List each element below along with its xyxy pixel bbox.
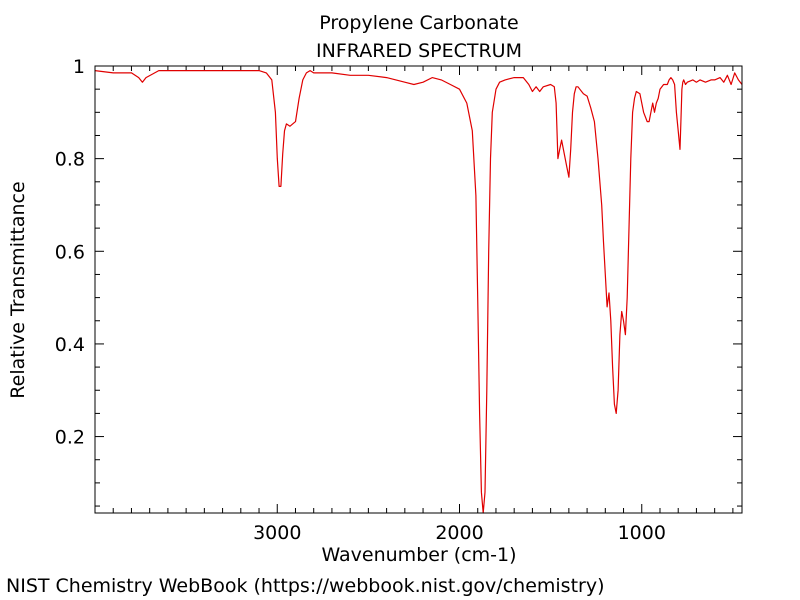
source-credit: NIST Chemistry WebBook (https://webbook.… xyxy=(6,575,605,597)
plot-frame xyxy=(94,65,743,514)
x-tick-label: 2000 xyxy=(435,522,483,544)
chart-title: Propylene Carbonate xyxy=(319,12,518,34)
y-tick-label: 0.6 xyxy=(55,241,85,263)
chart-subtitle: INFRARED SPECTRUM xyxy=(316,40,522,62)
y-axis-label: Relative Transmittance xyxy=(7,181,29,398)
x-tick-label: 3000 xyxy=(253,522,301,544)
y-tick-label: 0.8 xyxy=(55,149,85,171)
axis-tick-labels: 3000 2000 1000 0.2 0.4 0.6 0.8 1 xyxy=(55,56,666,544)
y-tick-label: 0.2 xyxy=(55,427,85,449)
ir-spectrum-chart: Propylene Carbonate INFRARED SPECTRUM 30… xyxy=(7,12,743,566)
y-tick-label: 1 xyxy=(73,56,85,78)
x-tick-label: 1000 xyxy=(618,522,666,544)
spectrum-line xyxy=(94,70,743,514)
axis-ticks xyxy=(95,66,742,513)
y-tick-label: 0.4 xyxy=(55,334,85,356)
x-axis-label: Wavenumber (cm-1) xyxy=(321,544,516,566)
